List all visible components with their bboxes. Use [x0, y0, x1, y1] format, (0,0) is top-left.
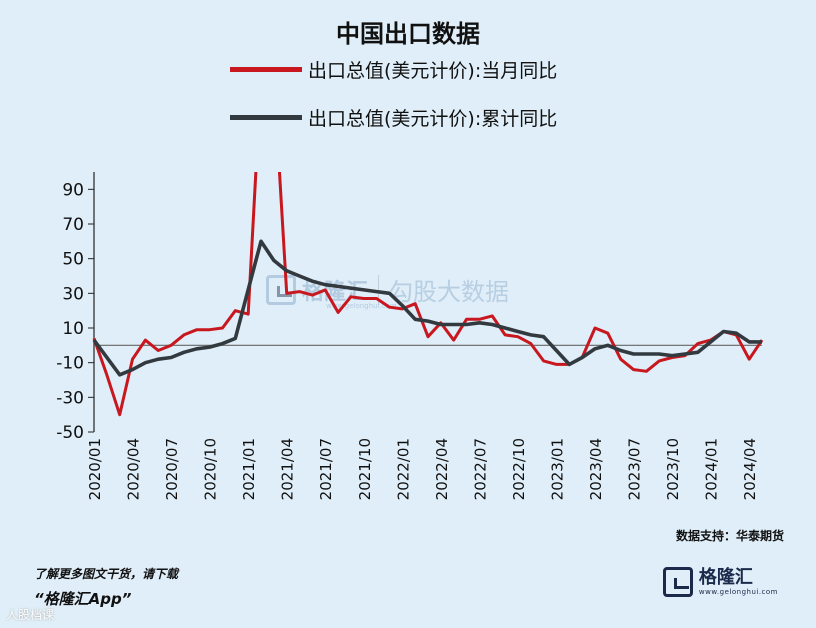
legend-label-monthly: 出口总值(美元计价):当月同比	[308, 59, 558, 82]
x-tick-label: 2022/10	[510, 438, 528, 500]
y-tick-label: -10	[56, 354, 84, 374]
logo-name: 格隆汇	[698, 567, 753, 588]
x-tick-label: 2023/10	[664, 438, 682, 500]
watermark-logo-icon	[266, 274, 296, 305]
x-tick-label: 2023/01	[548, 438, 566, 500]
y-tick-label: 30	[62, 284, 84, 304]
legend-swatch-cumulative	[230, 114, 302, 120]
corner-watermark: 人股档课	[6, 608, 55, 622]
y-tick-label: -30	[56, 388, 84, 408]
source-text: 数据支持：华泰期货	[675, 529, 784, 543]
x-tick-label: 2022/01	[394, 438, 412, 500]
y-tick-label: -50	[56, 423, 84, 443]
chart-title: 中国出口数据	[336, 20, 480, 48]
legend-item-monthly: 出口总值(美元计价):当月同比	[230, 54, 557, 84]
x-tick-label: 2020/07	[163, 438, 181, 500]
x-tick-label: 2024/01	[703, 438, 721, 500]
x-tick-label: 2020/04	[125, 438, 143, 500]
x-tick-label: 2020/01	[86, 438, 104, 500]
series-line-monthly-yoy	[92, 172, 764, 417]
watermark-brand: 格隆汇	[302, 279, 369, 305]
x-tick-label: 2023/07	[626, 438, 644, 500]
watermark: 格隆汇 勾股大数据	[266, 272, 509, 307]
x-tick-label: 2022/07	[471, 438, 489, 500]
footer-app-name: “格隆汇App”	[34, 590, 132, 608]
x-tick-label: 2021/07	[317, 438, 335, 500]
brand-logo: 格隆汇 www.gelonghui.com	[662, 567, 778, 597]
footer-note: 了解更多图文干货，请下载	[34, 567, 179, 581]
x-tick-label: 2021/10	[356, 438, 374, 500]
x-tick-label: 2022/04	[433, 438, 451, 500]
watermark-text: 勾股大数据	[389, 278, 510, 306]
y-tick-label: 50	[62, 250, 84, 270]
x-tick-label: 2021/01	[240, 438, 258, 500]
watermark-url: www.gelonghui.com	[326, 302, 397, 310]
y-tick-label: 10	[62, 319, 84, 339]
logo-icon	[662, 567, 693, 597]
y-tick-label: 70	[62, 215, 84, 235]
x-tick-label: 2023/04	[587, 438, 605, 500]
watermark-divider	[378, 274, 380, 305]
legend-label-cumulative: 出口总值(美元计价):累计同比	[308, 107, 558, 130]
legend-item-cumulative: 出口总值(美元计价):累计同比	[230, 102, 557, 132]
x-tick-label: 2021/04	[279, 438, 297, 500]
logo-url: www.gelonghui.com	[698, 588, 778, 596]
x-tick-label: 2024/04	[741, 438, 759, 500]
legend-swatch-monthly	[230, 66, 302, 72]
x-tick-label: 2020/10	[202, 438, 220, 500]
series-line-cumulative-yoy	[92, 239, 762, 377]
y-tick-label: 90	[62, 180, 84, 200]
